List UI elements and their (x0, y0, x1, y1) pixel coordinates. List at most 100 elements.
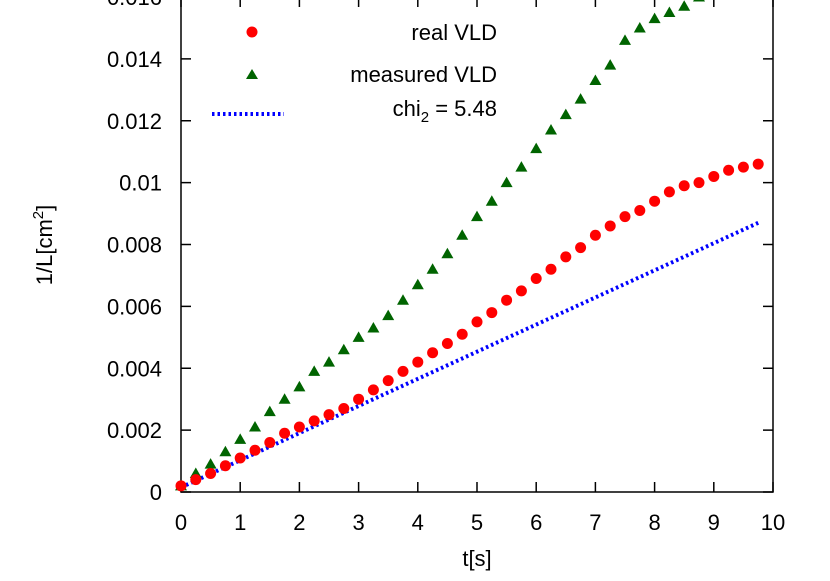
point-measured-vld (352, 331, 365, 342)
y-axis: 0 0.002 0.004 0.006 0.008 0.01 0.012 0.014 0.016 (107, 0, 773, 505)
legend-label-chi2: chi2 = 5.48 (393, 96, 497, 126)
y-axis-title-superscript: 2 (30, 211, 47, 219)
point-real-vld (353, 393, 365, 405)
y-tick-label: 0.016 (107, 0, 162, 10)
point-real-vld (279, 427, 291, 439)
point-real-vld (515, 285, 527, 297)
y-tick-label: 0.004 (107, 356, 162, 381)
legend-label-real-vld: real VLD (411, 20, 497, 45)
point-real-vld (604, 220, 616, 232)
x-axis-title: t[s] (462, 546, 491, 571)
point-real-vld (412, 356, 424, 368)
point-measured-vld (234, 433, 247, 444)
point-measured-vld (263, 405, 276, 417)
y-tick-label: 0.014 (107, 47, 162, 72)
point-measured-vld (485, 195, 498, 206)
point-real-vld (264, 437, 276, 448)
x-tick-label: 5 (471, 510, 483, 535)
point-measured-vld (382, 309, 395, 321)
point-real-vld (501, 294, 513, 306)
point-real-vld (693, 177, 705, 189)
x-tick-label: 6 (530, 510, 542, 535)
x-tick-label: 4 (412, 510, 424, 535)
point-measured-vld (678, 0, 691, 11)
point-measured-vld (323, 356, 335, 367)
x-tick-label: 0 (175, 510, 187, 535)
point-measured-vld (574, 93, 587, 104)
point-real-vld (471, 316, 483, 328)
point-real-vld (308, 415, 320, 427)
legend-label-measured-vld: measured VLD (350, 62, 497, 87)
x-tick-label: 3 (352, 510, 364, 535)
point-real-vld (205, 467, 217, 479)
y-tick-label: 0.012 (107, 109, 162, 134)
point-real-vld (456, 328, 468, 340)
point-measured-vld (471, 210, 483, 222)
point-real-vld (649, 195, 661, 207)
point-real-vld (737, 161, 749, 173)
point-measured-vld (663, 6, 676, 17)
point-real-vld (678, 180, 690, 192)
y-tick-label: 0.008 (107, 233, 162, 258)
point-measured-vld (411, 278, 424, 290)
point-measured-vld (633, 21, 646, 33)
point-measured-vld (619, 34, 631, 45)
point-real-vld (249, 444, 261, 456)
point-measured-vld (604, 59, 617, 70)
x-tick-label: 2 (293, 510, 305, 535)
y-tick-label: 0.01 (119, 171, 162, 196)
point-real-vld (219, 460, 231, 472)
y-tick-label: 0.002 (107, 418, 162, 443)
point-real-vld (752, 158, 764, 170)
point-real-vld (708, 170, 720, 182)
x-tick-label: 1 (234, 510, 246, 535)
point-measured-vld (397, 294, 409, 305)
point-real-vld (397, 365, 409, 377)
point-real-vld (575, 242, 587, 254)
point-real-vld (634, 204, 646, 216)
x-axis: 0 1 2 3 4 5 6 7 8 9 10 (175, 0, 785, 535)
point-measured-vld (426, 263, 439, 274)
point-measured-vld (293, 380, 306, 392)
point-measured-vld (515, 161, 528, 172)
point-measured-vld (219, 445, 232, 457)
point-measured-vld (545, 124, 557, 135)
point-real-vld (427, 347, 439, 359)
point-real-vld (338, 402, 350, 414)
point-measured-vld (249, 421, 261, 432)
point-measured-vld (559, 108, 572, 120)
point-measured-vld (648, 12, 661, 24)
legend-marker-real-vld (246, 26, 258, 38)
point-real-vld (486, 307, 498, 319)
x-tick-label: 9 (708, 510, 720, 535)
y-tick-label: 0.006 (107, 294, 162, 319)
point-measured-vld (308, 365, 321, 376)
point-measured-vld (693, 0, 705, 2)
point-measured-vld (441, 247, 454, 259)
x-tick-label: 7 (589, 510, 601, 535)
point-real-vld (530, 273, 542, 285)
point-measured-vld (278, 393, 291, 404)
legend-label-chi2-subscript: 2 (421, 109, 429, 126)
point-measured-vld (367, 322, 380, 333)
point-real-vld (175, 480, 187, 492)
point-real-vld (382, 375, 394, 387)
point-real-vld (367, 384, 379, 396)
y-tick-label: 0 (150, 480, 162, 505)
fit-line-chi2 (180, 221, 760, 490)
point-measured-vld (337, 343, 350, 355)
point-measured-vld (589, 74, 602, 86)
point-real-vld (234, 452, 246, 464)
x-tick-label: 10 (761, 510, 785, 535)
point-real-vld (545, 263, 557, 275)
point-real-vld (619, 211, 631, 223)
y-axis-title: 1/L[cm2] (30, 205, 57, 286)
point-real-vld (560, 251, 572, 263)
point-measured-vld (204, 458, 217, 469)
point-real-vld (589, 229, 601, 241)
legend-marker-measured-vld (246, 69, 258, 79)
point-measured-vld (500, 176, 513, 188)
point-real-vld (441, 338, 453, 349)
point-real-vld (723, 164, 735, 176)
